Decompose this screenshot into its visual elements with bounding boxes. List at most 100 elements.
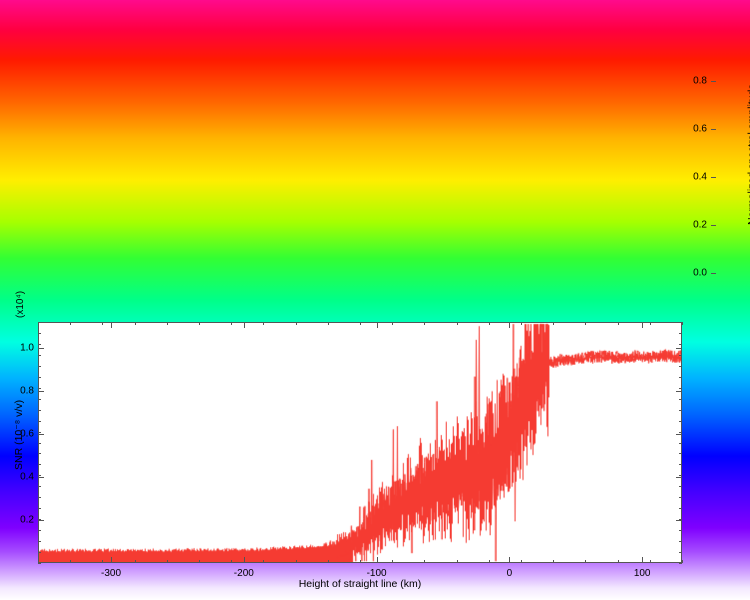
x-minor-tick [295, 560, 297, 563]
y-minor-tick [38, 343, 41, 345]
y-tick-label: 0.8 [20, 385, 34, 397]
x-minor-tick [617, 322, 619, 325]
y-minor-tick [679, 343, 682, 345]
x-tick [111, 557, 113, 563]
x-minor-tick [392, 560, 394, 563]
y-minor-tick [38, 475, 41, 477]
x-minor-tick [166, 560, 168, 563]
x-minor-tick [231, 322, 233, 325]
snr-x-axis-label: Height of straight line (km) [298, 578, 422, 590]
y-minor-tick [679, 486, 682, 488]
y-minor-tick [679, 475, 682, 477]
x-minor-tick [70, 322, 72, 325]
snr-canvas [39, 323, 681, 562]
y-tick-label: 1.0 [20, 342, 34, 354]
y-minor-tick [679, 398, 682, 400]
y-minor-tick [38, 387, 41, 389]
y-tick-right [676, 519, 682, 521]
y-minor-tick [679, 332, 682, 334]
x-minor-tick [585, 560, 587, 563]
snr-axis-multiplier: (x10⁴) [15, 290, 26, 318]
x-minor-tick [424, 322, 426, 325]
x-minor-tick [102, 560, 104, 563]
y-minor-tick [38, 508, 41, 510]
x-minor-tick [360, 560, 361, 563]
y-minor-tick [38, 530, 41, 532]
y-minor-tick [679, 431, 682, 433]
x-minor-tick [424, 560, 426, 563]
x-minor-tick [488, 560, 490, 563]
y-minor-tick [38, 420, 41, 422]
y-minor-tick [679, 420, 682, 422]
y-tick-right [676, 476, 682, 478]
colorbar-tick-label: 0.4 [693, 171, 707, 183]
x-minor-tick [263, 322, 265, 325]
y-minor-tick [38, 365, 41, 367]
y-minor-tick [679, 530, 682, 532]
x-minor-tick [38, 560, 39, 563]
x-minor-tick [231, 560, 233, 563]
x-tick-top [243, 322, 245, 328]
colorbar-tick [711, 273, 716, 274]
x-minor-tick [649, 322, 651, 325]
y-minor-tick [679, 365, 682, 367]
y-minor-tick [38, 431, 41, 433]
x-minor-tick [488, 322, 490, 325]
x-minor-tick [134, 560, 136, 563]
x-minor-tick [166, 322, 168, 325]
y-minor-tick [38, 453, 41, 455]
x-tick [509, 557, 511, 563]
y-minor-tick [38, 486, 41, 488]
x-minor-tick [134, 322, 136, 325]
colorbar-tick-label: 0.8 [693, 75, 707, 87]
x-minor-tick [392, 322, 394, 325]
y-minor-tick [679, 519, 682, 521]
x-minor-tick [70, 560, 72, 563]
colorbar-tick-label: 0.2 [693, 219, 707, 231]
x-minor-tick [682, 560, 683, 563]
x-tick-label: 100 [633, 568, 651, 579]
x-minor-tick [360, 322, 361, 325]
y-minor-tick [38, 409, 41, 411]
colorbar-tick [711, 225, 716, 226]
y-minor-tick [38, 442, 41, 444]
x-tick-top [376, 322, 378, 328]
y-minor-tick [679, 508, 682, 510]
colorbar-tick-label: 0.6 [693, 123, 707, 135]
y-tick [38, 433, 44, 435]
x-tick-label: -300 [101, 568, 122, 579]
colorbar-tick [711, 129, 716, 130]
y-minor-tick [679, 409, 682, 411]
x-minor-tick [649, 560, 651, 563]
y-minor-tick [679, 376, 682, 378]
x-minor-tick [682, 322, 683, 325]
x-minor-tick [102, 322, 104, 325]
colorbar-tick [711, 177, 716, 178]
y-tick-right [676, 390, 682, 392]
x-tick [376, 557, 378, 563]
x-minor-tick [585, 322, 587, 325]
y-tick-right [676, 347, 682, 349]
colorbar-tick [711, 81, 716, 82]
x-tick [642, 557, 644, 563]
y-minor-tick [38, 354, 41, 356]
y-minor-tick [679, 387, 682, 389]
x-minor-tick [521, 560, 522, 563]
x-minor-tick [456, 560, 458, 563]
x-minor-tick [199, 322, 200, 325]
y-tick-label: 0.4 [20, 471, 34, 483]
y-tick [38, 347, 44, 349]
colorbar-tick-label: 0.0 [693, 267, 707, 279]
x-tick-top [111, 322, 113, 328]
x-tick-label: -100 [366, 568, 387, 579]
y-tick [38, 519, 44, 521]
x-minor-tick [327, 322, 329, 325]
x-minor-tick [263, 560, 265, 563]
x-minor-tick [38, 322, 39, 325]
x-tick-top [509, 322, 511, 328]
x-tick [243, 557, 245, 563]
y-minor-tick [679, 464, 682, 466]
x-minor-tick [553, 322, 555, 325]
x-minor-tick [521, 322, 522, 325]
